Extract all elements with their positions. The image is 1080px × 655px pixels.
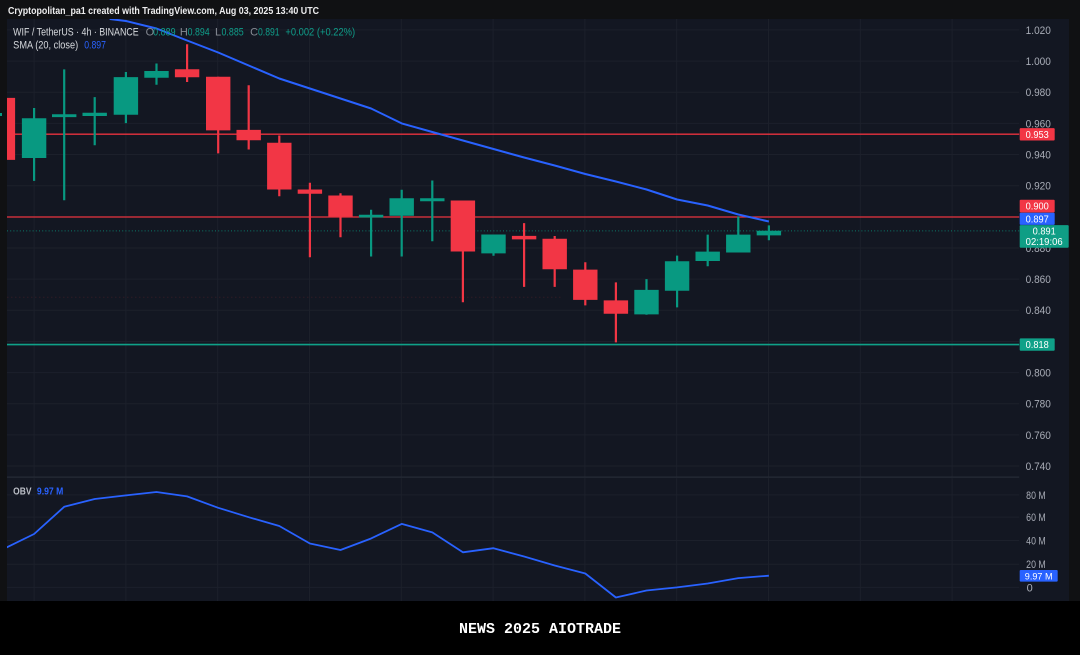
svg-text:0.940: 0.940	[1026, 149, 1051, 161]
svg-text:0: 0	[1027, 582, 1033, 594]
svg-text:40 M: 40 M	[1026, 535, 1045, 547]
svg-text:0.860: 0.860	[1026, 274, 1051, 286]
svg-text:SMA (20, close)0.897: SMA (20, close) 0.897	[13, 39, 106, 51]
svg-text:0.760: 0.760	[1026, 429, 1051, 441]
svg-text:0.780: 0.780	[1026, 398, 1051, 410]
svg-text:0.920: 0.920	[1026, 180, 1051, 192]
svg-text:0.980: 0.980	[1026, 87, 1051, 99]
svg-text:0.800: 0.800	[1026, 367, 1051, 379]
svg-text:80 M: 80 M	[1026, 489, 1045, 501]
svg-text:0.840: 0.840	[1026, 305, 1051, 317]
svg-text:0.740: 0.740	[1026, 460, 1051, 472]
svg-text:0.891: 0.891	[1033, 226, 1056, 237]
svg-text:60 M: 60 M	[1026, 511, 1045, 523]
svg-text:1.000: 1.000	[1026, 56, 1051, 68]
svg-text:1.020: 1.020	[1026, 24, 1051, 36]
svg-text:0.953: 0.953	[1026, 129, 1049, 140]
svg-text:0.897: 0.897	[1026, 214, 1049, 225]
svg-text:02:19:06: 02:19:06	[1026, 237, 1063, 248]
svg-text:0.900: 0.900	[1026, 201, 1049, 212]
svg-text:0.818: 0.818	[1026, 339, 1049, 350]
svg-text:9.97 M: 9.97 M	[1025, 571, 1053, 582]
svg-text:0.960: 0.960	[1026, 118, 1051, 130]
svg-text:20 M: 20 M	[1026, 559, 1045, 571]
